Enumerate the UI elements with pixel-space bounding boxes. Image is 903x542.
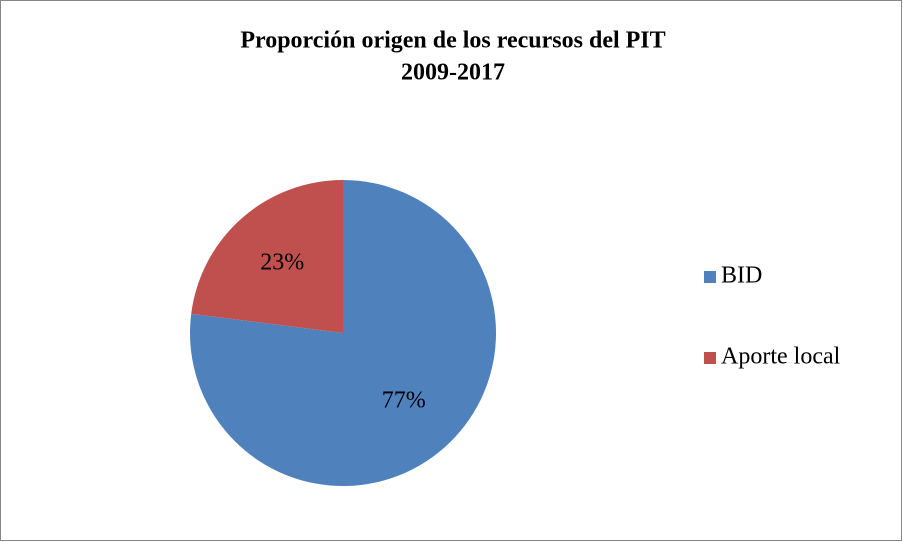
chart-title: Proporción origen de los recursos del PI…: [240, 28, 665, 54]
legend-swatch: [704, 271, 716, 283]
legend-label: Aporte local: [721, 344, 841, 370]
pie-slice: [190, 180, 497, 486]
legend-label: BID: [721, 263, 762, 289]
pie-slice: [191, 180, 343, 333]
value-label: 23%: [260, 250, 304, 276]
value-label: 77%: [382, 387, 426, 413]
legend-swatch: [704, 352, 716, 364]
chart-subtitle: 2009-2017: [401, 60, 505, 86]
